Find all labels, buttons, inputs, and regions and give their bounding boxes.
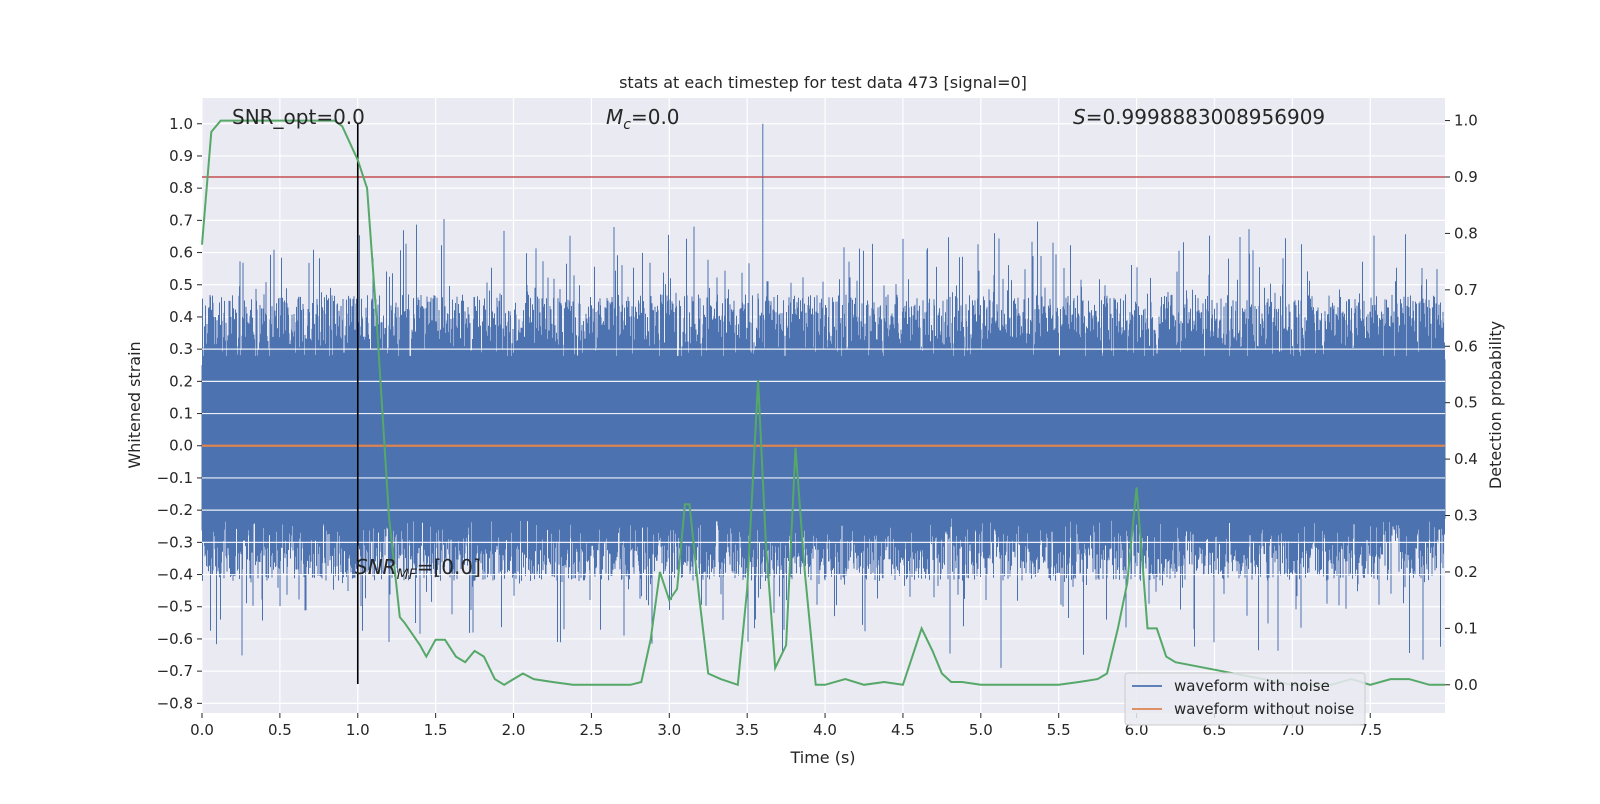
y-tick-label-right: 0.9: [1454, 168, 1478, 186]
annotation-chirp-mass-value: =0.0: [631, 105, 680, 129]
annotation-score: S=0.9998883008956909: [1073, 105, 1325, 129]
x-tick-label: 7.5: [1358, 721, 1382, 739]
y-tick-label-right: 0.4: [1454, 450, 1478, 468]
y-tick-label-left: 0.7: [169, 211, 193, 229]
y-tick-label-right: 0.6: [1454, 337, 1478, 355]
annotation-snr-mf: SNRMF=[0.0]: [355, 555, 481, 583]
y-tick-label-left: 0.9: [169, 147, 193, 165]
x-tick-label: 0.5: [268, 721, 292, 739]
y-tick-label-left: 0.0: [169, 437, 193, 455]
annotation-score-symbol: S: [1073, 105, 1086, 129]
y-tick-label-left: −0.8: [157, 694, 193, 712]
x-tick-label: 3.0: [657, 721, 681, 739]
y-tick-label-left: 0.8: [169, 179, 193, 197]
y-tick-label-left: 0.2: [169, 372, 193, 390]
x-tick-label: 1.5: [424, 721, 448, 739]
series-waveform-with-noise: [201, 123, 1446, 668]
y-tick-label-left: −0.4: [157, 566, 193, 584]
y-tick-label-left: −0.6: [157, 630, 193, 648]
annotation-snr-mf-value: =[0.0]: [417, 555, 481, 579]
y-tick-label-right: 0.3: [1454, 507, 1478, 525]
y-tick-label-right: 0.1: [1454, 619, 1478, 637]
overlay-lines: [201, 119, 1445, 687]
y-tick-label-left: 1.0: [169, 115, 193, 133]
legend: waveform with noise waveform without noi…: [1124, 672, 1366, 726]
y-tick-label-right: 0.0: [1454, 676, 1478, 694]
y-axis-label-right: Detection probability: [1486, 321, 1505, 489]
x-axis-label: Time (s): [789, 748, 855, 767]
y-tick-label-left: 0.1: [169, 405, 193, 423]
annotation-snr-opt: SNR_opt=0.0: [232, 105, 365, 129]
x-tick-label: 0.0: [190, 721, 214, 739]
y-tick-label-left: −0.2: [157, 501, 193, 519]
annotation-score-value: =0.9998883008956909: [1086, 105, 1325, 129]
y-tick-label-left: −0.5: [157, 598, 193, 616]
annotation-chirp-mass-symbol: M: [606, 105, 623, 129]
y-tick-label-right: 1.0: [1454, 112, 1478, 130]
annotation-chirp-mass: Mc=0.0: [606, 105, 680, 133]
y-tick-label-left: 0.6: [169, 244, 193, 262]
y-tick-label-left: −0.3: [157, 533, 193, 551]
noise-core-band: [202, 355, 1445, 519]
y-tick-label-left: −0.1: [157, 469, 193, 487]
x-tick-label: 2.0: [502, 721, 526, 739]
x-tick-label: 4.5: [891, 721, 915, 739]
y-tick-label-right: 0.7: [1454, 281, 1478, 299]
x-tick-label: 3.5: [735, 721, 759, 739]
x-tick-label: 5.5: [1047, 721, 1071, 739]
y-tick-label-left: −0.7: [157, 662, 193, 680]
axis-ticks: 0.0 0.5 1.0 1.5 2.0 2.5 3.0 3.5 4.0 4.5 5.0 5.5 6.0 6…: [157, 112, 1478, 739]
y-tick-label-right: 0.5: [1454, 394, 1478, 412]
x-tick-label: 4.0: [813, 721, 837, 739]
chart-title: stats at each timestep for test data 473…: [619, 73, 1027, 92]
series-detection-probability: [201, 119, 1445, 687]
x-tick-label: 5.0: [969, 721, 993, 739]
y-tick-label-right: 0.2: [1454, 563, 1478, 581]
y-axis-label-left: Whitened strain: [125, 341, 144, 468]
legend-box: [1124, 672, 1366, 726]
y-tick-label-left: 0.3: [169, 340, 193, 358]
y-tick-label-right: 0.8: [1454, 224, 1478, 242]
y-tick-label-left: 0.4: [169, 308, 193, 326]
legend-label-clean: waveform without noise: [1174, 700, 1354, 718]
x-tick-label: 2.5: [579, 721, 603, 739]
y-tick-label-left: 0.5: [169, 276, 193, 294]
annotation-snr-mf-subscript: MF: [397, 567, 418, 583]
annotation-snr-mf-symbol: SNR: [355, 555, 397, 579]
legend-label-noise: waveform with noise: [1174, 677, 1330, 695]
x-tick-label: 1.0: [346, 721, 370, 739]
annotation-chirp-mass-subscript: c: [623, 117, 631, 133]
